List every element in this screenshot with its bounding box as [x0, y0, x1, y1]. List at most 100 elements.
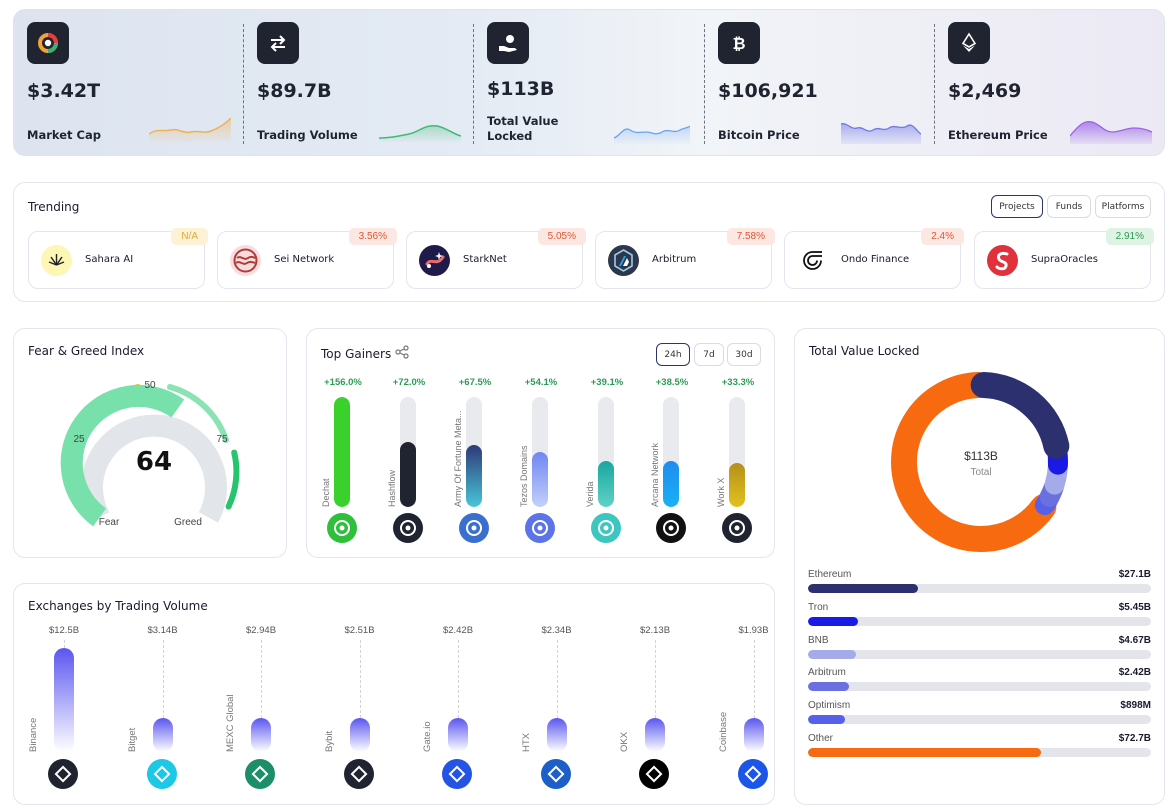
gauge-tick-50: 50 [144, 380, 156, 391]
stat-market-cap[interactable]: $3.42T Market Cap [14, 10, 244, 157]
tvl-row[interactable]: Ethereum $27.1B [808, 569, 1151, 595]
trending-item-starknet[interactable]: StarkNet 5.05% [406, 228, 586, 289]
gainer-bar-track [334, 397, 350, 507]
exchange-volume: $1.93B [738, 625, 769, 636]
exchange-bar [546, 718, 567, 752]
gainer-name: Work X [716, 477, 726, 507]
tab-platforms[interactable]: Platforms [1095, 195, 1151, 218]
trending-item-arbitrum[interactable]: Arbitrum 7.58% [595, 228, 775, 289]
gainer-percent: +38.5% [655, 377, 689, 388]
tvl-row[interactable]: BNB $4.67B [808, 635, 1151, 661]
trending-item-name: SupraOracles [1031, 254, 1099, 265]
trending-item-sahara-ai[interactable]: Sahara AI N/A [28, 228, 208, 289]
gainer-percent: +39.1% [590, 377, 624, 388]
gate-io-logo-icon [442, 759, 472, 789]
verida-logo-icon [591, 513, 621, 543]
tvl-row[interactable]: Other $72.7B [808, 733, 1151, 759]
tvl-bar-track [808, 616, 1151, 626]
trading-volume-value: $89.7B [257, 80, 332, 102]
tvl-chain-name: Arbitrum [808, 667, 846, 679]
gainer-percent: +72.0% [392, 377, 426, 388]
top-gainers-title: Top Gainers [321, 347, 392, 361]
tab-30d[interactable]: 30d [727, 343, 761, 366]
stat-trading-volume[interactable]: $89.7B Trading Volume [244, 10, 474, 157]
tab-24h[interactable]: 24h [656, 343, 690, 366]
fear-greed-card: Fear & Greed Index 64 50 25 75 Fear Gree… [13, 328, 287, 558]
hand-coin-icon [487, 22, 529, 64]
tvl-donut-segment[interactable] [970, 372, 1070, 459]
arcana-network-logo-icon [656, 513, 686, 543]
gainer-name: Hashflow [387, 469, 397, 507]
trending-item-name: StarkNet [463, 254, 507, 265]
exchange-bar [743, 718, 764, 752]
tvl-chain-value: $898M [1120, 700, 1151, 712]
tvl-bar-track [808, 649, 1151, 659]
trending-item-supraoracles[interactable]: SupraOracles 2.91% [974, 228, 1154, 289]
tvl-chain-name: Ethereum [808, 569, 852, 580]
tvl-stat-label-line1: Total Value [487, 114, 559, 128]
fear-greed-gauge: 64 50 25 75 Fear Greed [60, 380, 240, 528]
tvl-chain-value: $72.7B [1118, 733, 1151, 744]
tvl-title: Total Value Locked [809, 344, 920, 358]
tab-projects[interactable]: Projects [991, 195, 1043, 218]
gauge-label-fear: Fear [99, 517, 120, 528]
starknet-logo-icon [419, 245, 450, 276]
trending-item-name: Arbitrum [652, 254, 697, 265]
tab-funds[interactable]: Funds [1047, 195, 1091, 218]
stat-ethereum-price[interactable]: $2,469 Ethereum Price [935, 10, 1165, 157]
exchange-name: HTX [520, 733, 532, 752]
trending-title: Trending [28, 200, 80, 214]
gainer-bar-track [663, 397, 679, 507]
tvl-row[interactable]: Optimism $898M [808, 700, 1151, 726]
gainer-bar [729, 463, 745, 507]
gainer-percent: +156.0% [324, 377, 362, 388]
gainer-name: Arcana Network [650, 442, 660, 507]
trending-item-sei-network[interactable]: Sei Network 3.56% [217, 228, 397, 289]
exchange-bar [251, 718, 271, 752]
gainer-bar-track [466, 397, 482, 507]
exchange-name: OKX [619, 731, 630, 752]
exchange-volume: $2.94B [245, 625, 277, 636]
tvl-chain-name: BNB [808, 634, 829, 646]
binance-logo-icon [48, 759, 78, 789]
exchange-name: Gate.io [422, 721, 433, 752]
trending-change-badge: 2.91% [1105, 228, 1154, 245]
tvl-chain-value: $27.1B [1118, 569, 1151, 580]
exchange-leader-line [64, 640, 65, 648]
tvl-chain-value: $5.45B [1118, 601, 1151, 613]
exchange-bar [152, 718, 173, 752]
trending-item-ondo-finance[interactable]: Ondo Finance 2.4% [784, 228, 964, 289]
tvl-donut-segment[interactable] [891, 372, 1057, 552]
ethereum-icon [948, 22, 990, 64]
market-cap-value: $3.42T [27, 80, 101, 102]
stat-divider [934, 24, 935, 144]
stat-bitcoin-price[interactable]: ₿ $106,921 Bitcoin Price [705, 10, 935, 157]
exchange-name: MEXC Global [225, 694, 236, 752]
gainer-percent: +33.3% [721, 377, 755, 388]
tvl-donut-chart: $113B Total [891, 372, 1070, 552]
tvl-row[interactable]: Arbitrum $2.42B [808, 667, 1151, 693]
share-icon[interactable] [395, 345, 409, 364]
fear-greed-title: Fear & Greed Index [28, 344, 145, 358]
tvl-chain-value: $2.42B [1118, 667, 1151, 679]
tab-7d[interactable]: 7d [694, 343, 724, 366]
gainer-name: Tezos Domains [519, 445, 529, 507]
trending-change-badge: 2.4% [921, 228, 964, 245]
stat-total-value-locked[interactable]: $113B Total Value Locked [474, 10, 704, 157]
exchanges-title: Exchanges by Trading Volume [28, 599, 208, 613]
tvl-row[interactable]: Tron $5.45B [808, 602, 1151, 628]
trending-item-name: Ondo Finance [841, 254, 910, 265]
stat-divider [704, 24, 705, 144]
exchange-name: Coinbase [717, 711, 729, 752]
tvl-bar-track [808, 682, 1151, 692]
gainer-bar-track [532, 397, 548, 507]
trending-change-badge: N/A [171, 228, 208, 245]
exchange-leader-line [556, 640, 558, 718]
market-cap-label: Market Cap [27, 128, 101, 142]
gainer-bar-track [729, 397, 745, 507]
tvl-center-label: Total [970, 467, 991, 478]
exchange-leader-line [655, 640, 656, 718]
ethereum-price-value: $2,469 [948, 80, 1022, 102]
exchange-name: Bybit [323, 730, 335, 752]
tvl-bar-track [808, 715, 1151, 725]
